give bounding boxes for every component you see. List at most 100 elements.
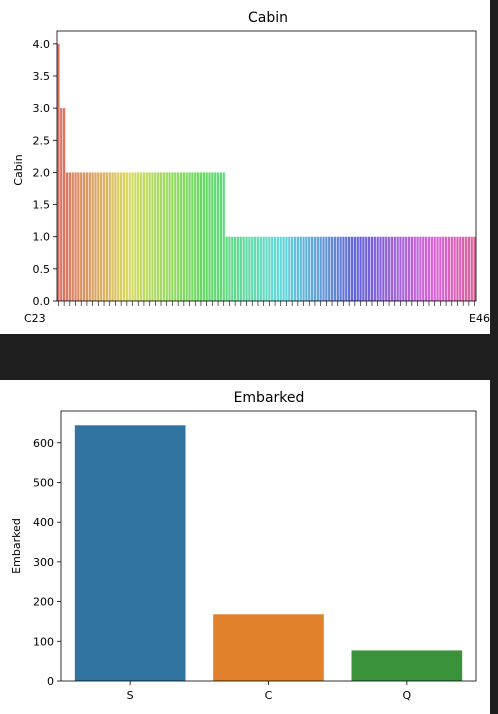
bar: [336, 236, 339, 301]
bar: [102, 172, 106, 301]
bar: [430, 236, 433, 301]
bar: [74, 172, 77, 301]
y-tick-label: 2.0: [33, 166, 51, 179]
bar: [402, 236, 405, 301]
bar: [365, 236, 368, 301]
y-tick-label: 4.0: [33, 38, 51, 51]
bar: [382, 236, 385, 301]
bar: [253, 236, 257, 301]
bar: [191, 172, 194, 301]
bar: [157, 172, 160, 301]
bar: [330, 236, 334, 301]
embarked-chart: Embarked Embarked 0 100 200 300 400 500 600 S C…: [10, 390, 477, 702]
bar: [396, 236, 399, 301]
plot-frame: [60, 410, 477, 682]
bar: [91, 172, 94, 301]
bar: [228, 236, 231, 301]
bar: [273, 236, 277, 301]
y-tick-label: 400: [33, 516, 54, 529]
bar: [367, 236, 371, 301]
x-tick-label-last: E46: [469, 312, 490, 325]
bar-q: [351, 650, 463, 681]
bar: [373, 236, 376, 301]
bar: [256, 236, 260, 301]
bar: [194, 172, 197, 301]
bar: [171, 172, 174, 301]
x-tick-label: Q: [402, 689, 411, 702]
bar: [359, 236, 362, 301]
bar: [345, 236, 348, 301]
y-axis-label: Embarked: [10, 518, 23, 574]
bar: [313, 236, 317, 301]
bar: [407, 236, 411, 301]
bar: [271, 236, 274, 301]
bar: [276, 236, 280, 301]
bar: [71, 172, 74, 301]
bar: [424, 236, 428, 301]
y-tick-label: 1.0: [33, 231, 51, 244]
y-tick-label: 100: [33, 635, 54, 648]
bar: [322, 236, 325, 301]
bar: [342, 236, 345, 301]
bar: [385, 236, 388, 301]
bar: [128, 172, 131, 301]
bar: [305, 236, 308, 301]
bar: [459, 236, 462, 301]
bar: [225, 236, 228, 301]
bar: [296, 236, 299, 301]
bar: [119, 172, 123, 301]
bar: [447, 236, 451, 301]
bar: [111, 172, 114, 301]
x-tick-label: C: [265, 689, 273, 702]
embarked-chart-panel: Embarked Embarked 0 100 200 300 400 500 600 S C…: [0, 380, 490, 714]
bar: [151, 172, 154, 301]
bar: [436, 236, 439, 301]
bar: [393, 236, 396, 301]
bar: [299, 236, 302, 301]
bar: [325, 236, 328, 301]
y-tick-label: 0.0: [33, 295, 51, 308]
bar: [97, 172, 100, 301]
bar: [268, 236, 271, 301]
bar: [77, 172, 80, 301]
bar: [205, 172, 208, 301]
bar: [265, 236, 268, 301]
bar: [376, 236, 379, 301]
bar: [148, 172, 151, 301]
bar: [348, 236, 351, 301]
bar: [259, 236, 262, 301]
bar: [328, 236, 331, 301]
bar: [370, 236, 374, 301]
bar: [219, 172, 223, 301]
bar: [262, 236, 265, 301]
bar: [139, 172, 143, 301]
bar: [442, 236, 445, 301]
bar-c: [213, 614, 324, 681]
bar: [94, 172, 97, 301]
bar: [419, 236, 422, 301]
bar: [162, 172, 166, 301]
bar: [108, 172, 111, 301]
bar: [222, 172, 225, 301]
bar: [251, 236, 254, 301]
y-tick-label: 2.5: [33, 134, 51, 147]
bar: [117, 172, 120, 301]
bar: [60, 108, 63, 302]
bar: [353, 236, 357, 301]
bar: [122, 172, 126, 301]
bar: [288, 236, 291, 301]
bar: [339, 236, 342, 301]
chart-title: Embarked: [234, 390, 305, 406]
bar: [137, 172, 140, 301]
y-tick-label: 3.5: [33, 70, 51, 83]
bar: [65, 172, 69, 301]
bar: [308, 236, 311, 301]
bar: [319, 236, 322, 301]
bar: [211, 172, 214, 301]
bar: [350, 236, 354, 301]
bar: [291, 236, 294, 301]
plot-frame: [56, 30, 477, 302]
bar: [82, 172, 86, 301]
bar: [105, 172, 109, 301]
cabin-chart: Cabin Cabin 0.00.51.01.52.02.53.03.54.0 …: [12, 10, 490, 325]
